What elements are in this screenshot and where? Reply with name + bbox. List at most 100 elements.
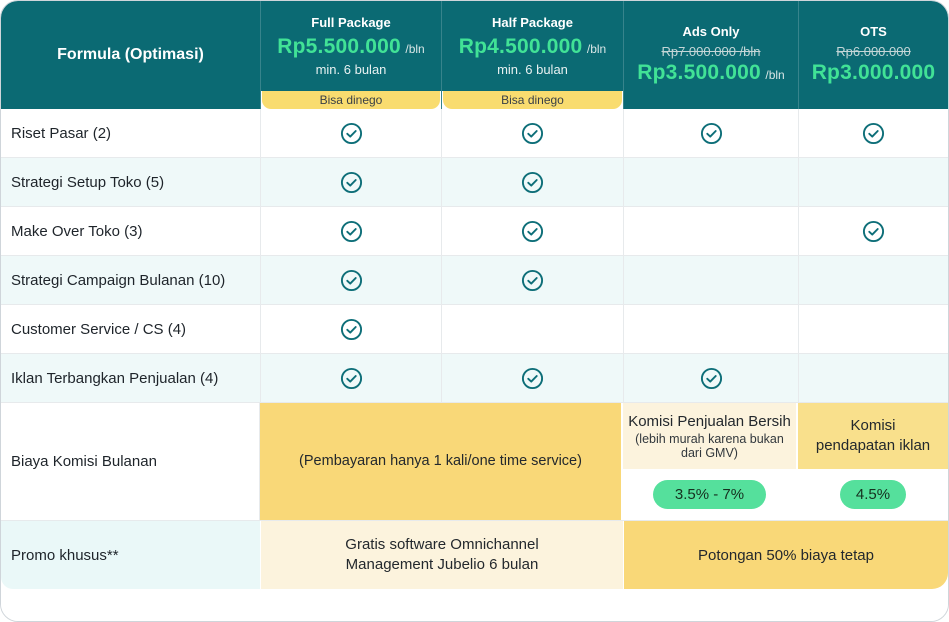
feature-cell-ots <box>798 354 948 402</box>
feature-cell-ots <box>798 158 948 206</box>
komisi-subtitle: (lebih murah karena bukan dari GMV) <box>635 431 784 460</box>
formula-header-cell: Formula (Optimasi) <box>1 1 260 109</box>
old-price: Rp6.000.000 <box>836 44 911 60</box>
komisi-label-cell: Biaya Komisi Bulanan <box>1 403 260 520</box>
feature-label: Customer Service / CS (4) <box>11 320 187 338</box>
table-row: Strategi Setup Toko (5) <box>1 158 948 207</box>
feature-cell-ots <box>798 305 948 353</box>
commission-rate-pill: 4.5% <box>839 480 907 509</box>
komisi-fullhalf-block: Komisi Penjualan Bersih (lebih murah kar… <box>623 403 796 469</box>
feature-cell-ads <box>623 256 798 304</box>
package-name: Ads Only <box>682 24 740 40</box>
table-row: Iklan Terbangkan Penjualan (4) <box>1 354 948 403</box>
nego-badge: Bisa dinego <box>262 91 440 109</box>
package-note: min. 6 bulan <box>315 62 387 78</box>
footer-space <box>1 589 948 621</box>
check-icon <box>700 367 722 389</box>
komisi-label: Biaya Komisi Bulanan <box>11 453 157 470</box>
feature-label: Strategi Setup Toko (5) <box>11 173 165 191</box>
check-icon <box>340 220 362 242</box>
feature-cell-ads <box>623 207 798 255</box>
check-icon <box>340 269 362 291</box>
package-note: min. 6 bulan <box>497 62 568 78</box>
feature-cell-half <box>441 158 623 206</box>
badge-strip: Bisa dinego <box>261 91 441 109</box>
old-price: Rp7.000.000 <box>661 44 736 60</box>
feature-cell-half <box>441 256 623 304</box>
komisi-title: Komisi Penjualan Bersih <box>628 412 791 430</box>
package-name: Half Package <box>492 14 573 30</box>
feature-cell-full <box>260 305 441 353</box>
price-unit: /bln <box>586 41 607 56</box>
badge-strip: Bisa dinego <box>442 91 623 109</box>
komisi-ots-text: (Pembayaran hanya 1 kali/one time servic… <box>299 453 582 470</box>
nego-badge: Bisa dinego <box>443 91 622 109</box>
package-name: Full Package <box>311 14 391 30</box>
komisi-fullhalf-pill-area: 3.5% - 7% <box>623 469 796 520</box>
feature-cell-ads <box>623 305 798 353</box>
feature-cell-ads <box>623 158 798 206</box>
package-price: Rp3.000.000 <box>811 61 936 85</box>
package-price: Rp3.500.000 <box>637 61 761 85</box>
price-unit: /bln <box>405 41 425 56</box>
header-half-package: Half Package Rp4.500.000 /bln min. 6 bul… <box>441 1 623 109</box>
komisi-ads-pill-area: 4.5% <box>798 469 948 520</box>
check-icon <box>521 122 544 144</box>
check-icon <box>340 122 362 144</box>
old-price-unit: /bln <box>739 44 761 60</box>
promo-fullhalf-text: Gratis software Omnichannel Management J… <box>345 535 539 573</box>
check-icon <box>340 367 362 389</box>
check-icon <box>862 122 885 144</box>
feature-label: Strategi Campaign Bulanan (10) <box>11 271 226 289</box>
check-icon <box>521 269 544 291</box>
feature-cell-ots <box>798 109 948 157</box>
feature-label: Iklan Terbangkan Penjualan (4) <box>11 369 219 387</box>
feature-cell-half <box>441 305 623 353</box>
promo-label: Promo khusus** <box>11 546 119 564</box>
table-header: Formula (Optimasi) Full Package Rp5.500.… <box>1 1 948 109</box>
promo-row: Promo khusus** Gratis software Omnichann… <box>1 520 948 589</box>
feature-cell-half <box>441 109 623 157</box>
commission-rate-pill: 3.5% - 7% <box>652 480 767 509</box>
komisi-ads-block: Komisi pendapatan iklan <box>798 403 948 469</box>
formula-label: Formula (Optimasi) <box>57 46 204 63</box>
package-name: OTS <box>860 24 887 40</box>
header-full-package: Full Package Rp5.500.000 /bln min. 6 bul… <box>260 1 441 109</box>
check-icon <box>521 220 544 242</box>
feature-label: Make Over Toko (3) <box>11 222 143 240</box>
feature-cell-full <box>260 256 441 304</box>
package-price: Rp5.500.000 <box>277 34 401 58</box>
promo-label-cell: Promo khusus** <box>1 521 260 589</box>
feature-cell-ads <box>623 354 798 402</box>
check-icon <box>862 220 885 242</box>
header-ads-only: Ads Only Rp7.000.000 /bln Rp3.500.000 /b… <box>623 1 798 109</box>
feature-label: Riset Pasar (2) <box>11 124 112 142</box>
check-icon <box>521 171 544 193</box>
check-icon <box>700 122 722 144</box>
feature-cell-full <box>260 109 441 157</box>
feature-cell-ots <box>798 256 948 304</box>
check-icon <box>340 318 362 340</box>
header-ots: OTS Rp6.000.000 Rp3.000.000 <box>798 1 948 109</box>
promo-adsots-text: Potongan 50% biaya tetap <box>698 546 874 564</box>
table-row: Riset Pasar (2) <box>1 109 948 158</box>
check-icon <box>340 171 362 193</box>
feature-cell-full <box>260 207 441 255</box>
feature-cell-full <box>260 158 441 206</box>
promo-fullhalf-block: Gratis software Omnichannel Management J… <box>261 521 623 589</box>
promo-adsots-block: Potongan 50% biaya tetap <box>624 521 948 589</box>
feature-cell-full <box>260 354 441 402</box>
komisi-row: Biaya Komisi Bulanan Komisi Penjualan Be… <box>1 403 948 520</box>
feature-cell-half <box>441 354 623 402</box>
table-row: Make Over Toko (3) <box>1 207 948 256</box>
price-unit: /bln <box>765 68 785 83</box>
table-row: Strategi Campaign Bulanan (10) <box>1 256 948 305</box>
check-icon <box>521 367 544 389</box>
feature-cell-ads <box>623 109 798 157</box>
komisi-ots-block: (Pembayaran hanya 1 kali/one time servic… <box>260 403 621 520</box>
feature-cell-half <box>441 207 623 255</box>
feature-cell-ots <box>798 207 948 255</box>
komisi-ads-title: Komisi pendapatan iklan <box>815 416 931 454</box>
feature-rows: Riset Pasar (2) Strategi Setup Toko (5) <box>1 109 948 403</box>
